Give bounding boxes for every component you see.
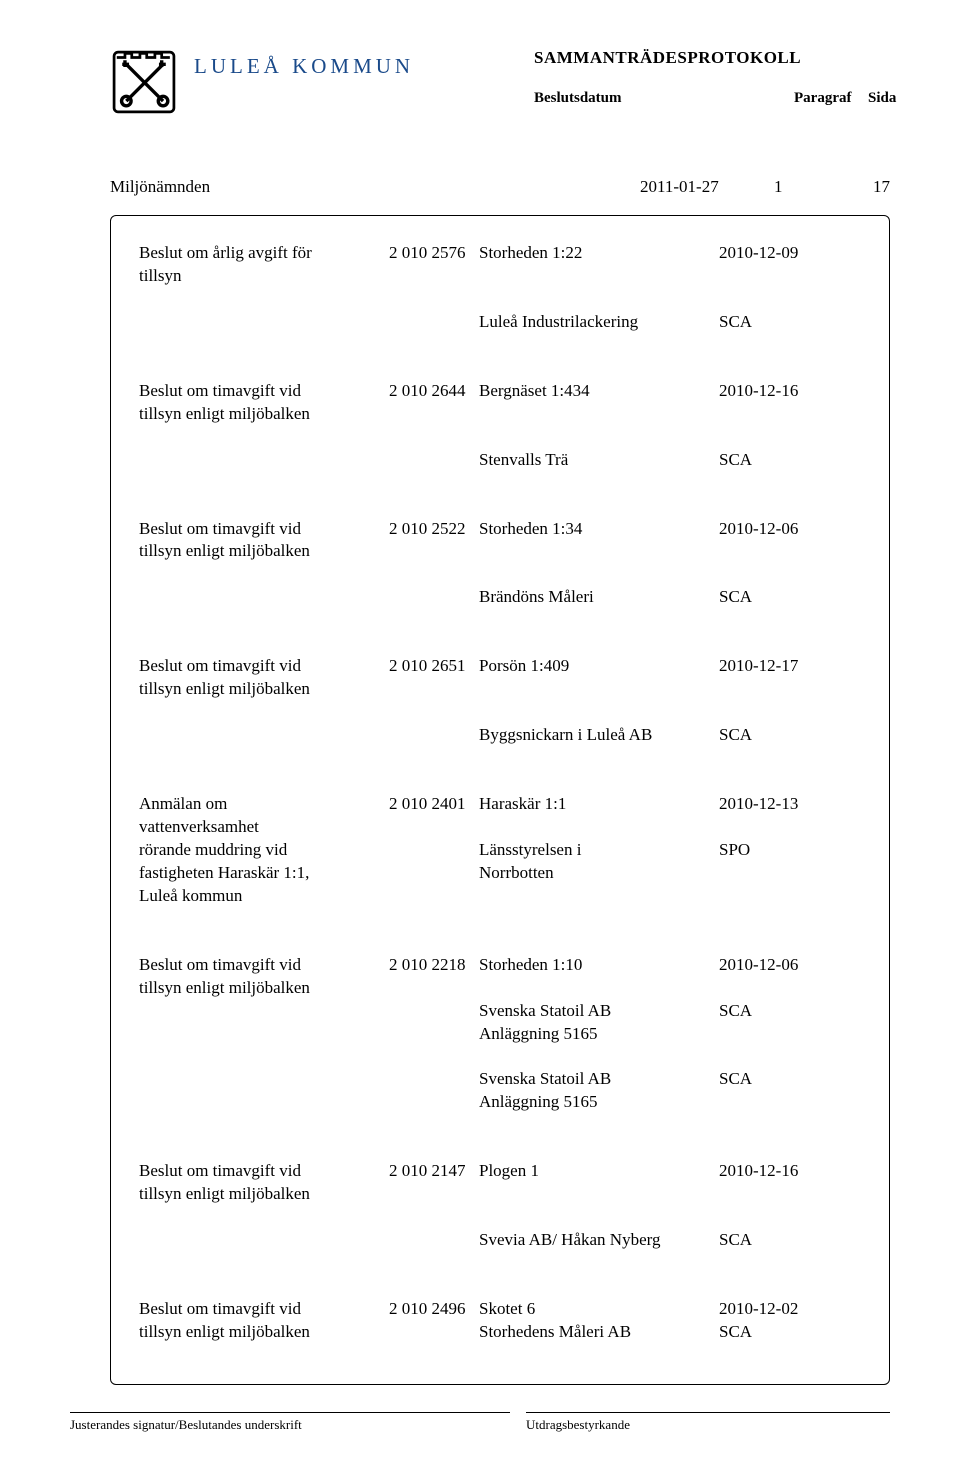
entry-date: 2010-12-02 bbox=[719, 1298, 861, 1321]
paragraph-number: 1 bbox=[774, 177, 854, 197]
col-sida: Sida bbox=[868, 90, 918, 107]
entry-desc: Beslut om timavgift vid bbox=[139, 1160, 389, 1183]
entry-property: Storheden 1:10 bbox=[479, 954, 719, 977]
entry-desc: Anmälan om bbox=[139, 793, 389, 816]
entry-party: Anläggning 5165 bbox=[479, 1091, 719, 1114]
entry-desc: Beslut om timavgift vid bbox=[139, 380, 389, 403]
entry: Beslut om timavgift vid2 010 2147Plogen … bbox=[139, 1160, 861, 1252]
entry-desc: tillsyn enligt miljöbalken bbox=[139, 977, 389, 1000]
col-paragraf: Paragraf bbox=[794, 90, 868, 107]
entry-party: Svevia AB/ Håkan Nyberg bbox=[479, 1229, 719, 1252]
entry-desc: tillsyn enligt miljöbalken bbox=[139, 540, 389, 563]
entry: Beslut om timavgift vid2 010 2651Porsön … bbox=[139, 655, 861, 747]
entry-desc: Beslut om timavgift vid bbox=[139, 1298, 389, 1321]
entry-tag: SPO bbox=[719, 839, 861, 862]
entry: Anmälan om2 010 2401Haraskär 1:12010-12-… bbox=[139, 793, 861, 908]
entry-code: 2 010 2644 bbox=[389, 380, 479, 403]
board-name: Miljönämnden bbox=[110, 177, 210, 197]
entry-tag: SCA bbox=[719, 1000, 861, 1023]
entry-code: 2 010 2401 bbox=[389, 793, 479, 816]
entry-code: 2 010 2496 bbox=[389, 1298, 479, 1321]
entry-desc: Beslut om timavgift vid bbox=[139, 518, 389, 541]
entry-date: 2010-12-09 bbox=[719, 242, 861, 265]
entry-party: Stenvalls Trä bbox=[479, 449, 719, 472]
entry-desc: Luleå kommun bbox=[139, 885, 389, 908]
entry-desc: Beslut om årlig avgift för bbox=[139, 242, 389, 265]
entry-date: 2010-12-17 bbox=[719, 655, 861, 678]
col-beslutsdatum: Beslutsdatum bbox=[534, 90, 794, 107]
entry-party: Svenska Statoil AB bbox=[479, 1068, 719, 1091]
entry-code: 2 010 2522 bbox=[389, 518, 479, 541]
entry-property: Storheden 1:34 bbox=[479, 518, 719, 541]
entry-party: Storhedens Måleri AB bbox=[479, 1321, 719, 1344]
entry-desc: tillsyn bbox=[139, 265, 389, 288]
entry-date: 2010-12-13 bbox=[719, 793, 861, 816]
entry-party: Brändöns Måleri bbox=[479, 586, 719, 609]
org-name: LULEÅ KOMMUN bbox=[194, 48, 534, 121]
entry-desc: Beslut om timavgift vid bbox=[139, 954, 389, 977]
crest-icon bbox=[110, 48, 178, 116]
entry-tag: SCA bbox=[719, 724, 861, 747]
entry-party: Anläggning 5165 bbox=[479, 1023, 719, 1046]
entry: Beslut om timavgift vid2 010 2644Bergnäs… bbox=[139, 380, 861, 472]
entry-desc: vattenverksamhet bbox=[139, 816, 389, 839]
entry-property: Bergnäset 1:434 bbox=[479, 380, 719, 403]
entry-desc: rörande muddring vid bbox=[139, 839, 389, 862]
entry-tag: SCA bbox=[719, 1068, 861, 1091]
entry-property: Storheden 1:22 bbox=[479, 242, 719, 265]
entry-property: Porsön 1:409 bbox=[479, 655, 719, 678]
entry-date: 2010-12-16 bbox=[719, 1160, 861, 1183]
entry-code: 2 010 2651 bbox=[389, 655, 479, 678]
entry-date: 2010-12-06 bbox=[719, 954, 861, 977]
entry-tag: SCA bbox=[719, 586, 861, 609]
entry-date: 2010-12-06 bbox=[719, 518, 861, 541]
entry-party: Luleå Industrilackering bbox=[479, 311, 719, 334]
entry-tag: SCA bbox=[719, 1229, 861, 1252]
footer-signature-label: Justerandes signatur/Beslutandes undersk… bbox=[70, 1417, 510, 1433]
entry-desc: tillsyn enligt miljöbalken bbox=[139, 678, 389, 701]
entry-desc: fastigheten Haraskär 1:1, bbox=[139, 862, 389, 885]
page-footer: Justerandes signatur/Beslutandes undersk… bbox=[70, 1412, 890, 1433]
entry-party: Norrbotten bbox=[479, 862, 719, 885]
entry-code: 2 010 2147 bbox=[389, 1160, 479, 1183]
municipal-logo bbox=[110, 48, 194, 121]
entry-property: Plogen 1 bbox=[479, 1160, 719, 1183]
entries-frame: Beslut om årlig avgift för2 010 2576Stor… bbox=[110, 215, 890, 1385]
entry-desc bbox=[139, 1023, 389, 1046]
entry-desc bbox=[139, 1000, 389, 1023]
entry: Beslut om timavgift vid2 010 2522Storhed… bbox=[139, 518, 861, 610]
entry-tag: SCA bbox=[719, 311, 861, 334]
footer-attest-label: Utdragsbestyrkande bbox=[526, 1417, 890, 1433]
entry-code: 2 010 2576 bbox=[389, 242, 479, 265]
entry-tag: SCA bbox=[719, 1321, 861, 1344]
entry-property: Skotet 6 bbox=[479, 1298, 719, 1321]
entry-property: Haraskär 1:1 bbox=[479, 793, 719, 816]
entry-party: Svenska Statoil AB bbox=[479, 1000, 719, 1023]
entry-code: 2 010 2218 bbox=[389, 954, 479, 977]
entry: Beslut om timavgift vid2 010 2218Storhed… bbox=[139, 954, 861, 1115]
entry-tag: SCA bbox=[719, 449, 861, 472]
entry-party: Byggsnickarn i Luleå AB bbox=[479, 724, 719, 747]
entry-desc: Beslut om timavgift vid bbox=[139, 655, 389, 678]
entry: Beslut om årlig avgift för2 010 2576Stor… bbox=[139, 242, 861, 334]
entry-desc: tillsyn enligt miljöbalken bbox=[139, 1321, 389, 1344]
meeting-date: 2011-01-27 bbox=[640, 177, 774, 197]
entry-date: 2010-12-16 bbox=[719, 380, 861, 403]
entry-desc: tillsyn enligt miljöbalken bbox=[139, 403, 389, 426]
page-number: 17 bbox=[854, 177, 890, 197]
protocol-title: SAMMANTRÄDESPROTOKOLL bbox=[534, 48, 918, 68]
entry-desc: tillsyn enligt miljöbalken bbox=[139, 1183, 389, 1206]
entry: Beslut om timavgift vid2 010 2496Skotet … bbox=[139, 1298, 861, 1344]
column-headings: Beslutsdatum Paragraf Sida bbox=[534, 90, 918, 107]
page-header: LULEÅ KOMMUN SAMMANTRÄDESPROTOKOLL Beslu… bbox=[110, 48, 890, 121]
entry-party: Länsstyrelsen i bbox=[479, 839, 719, 862]
meta-row: Miljönämnden 2011-01-27 1 17 bbox=[110, 177, 890, 197]
